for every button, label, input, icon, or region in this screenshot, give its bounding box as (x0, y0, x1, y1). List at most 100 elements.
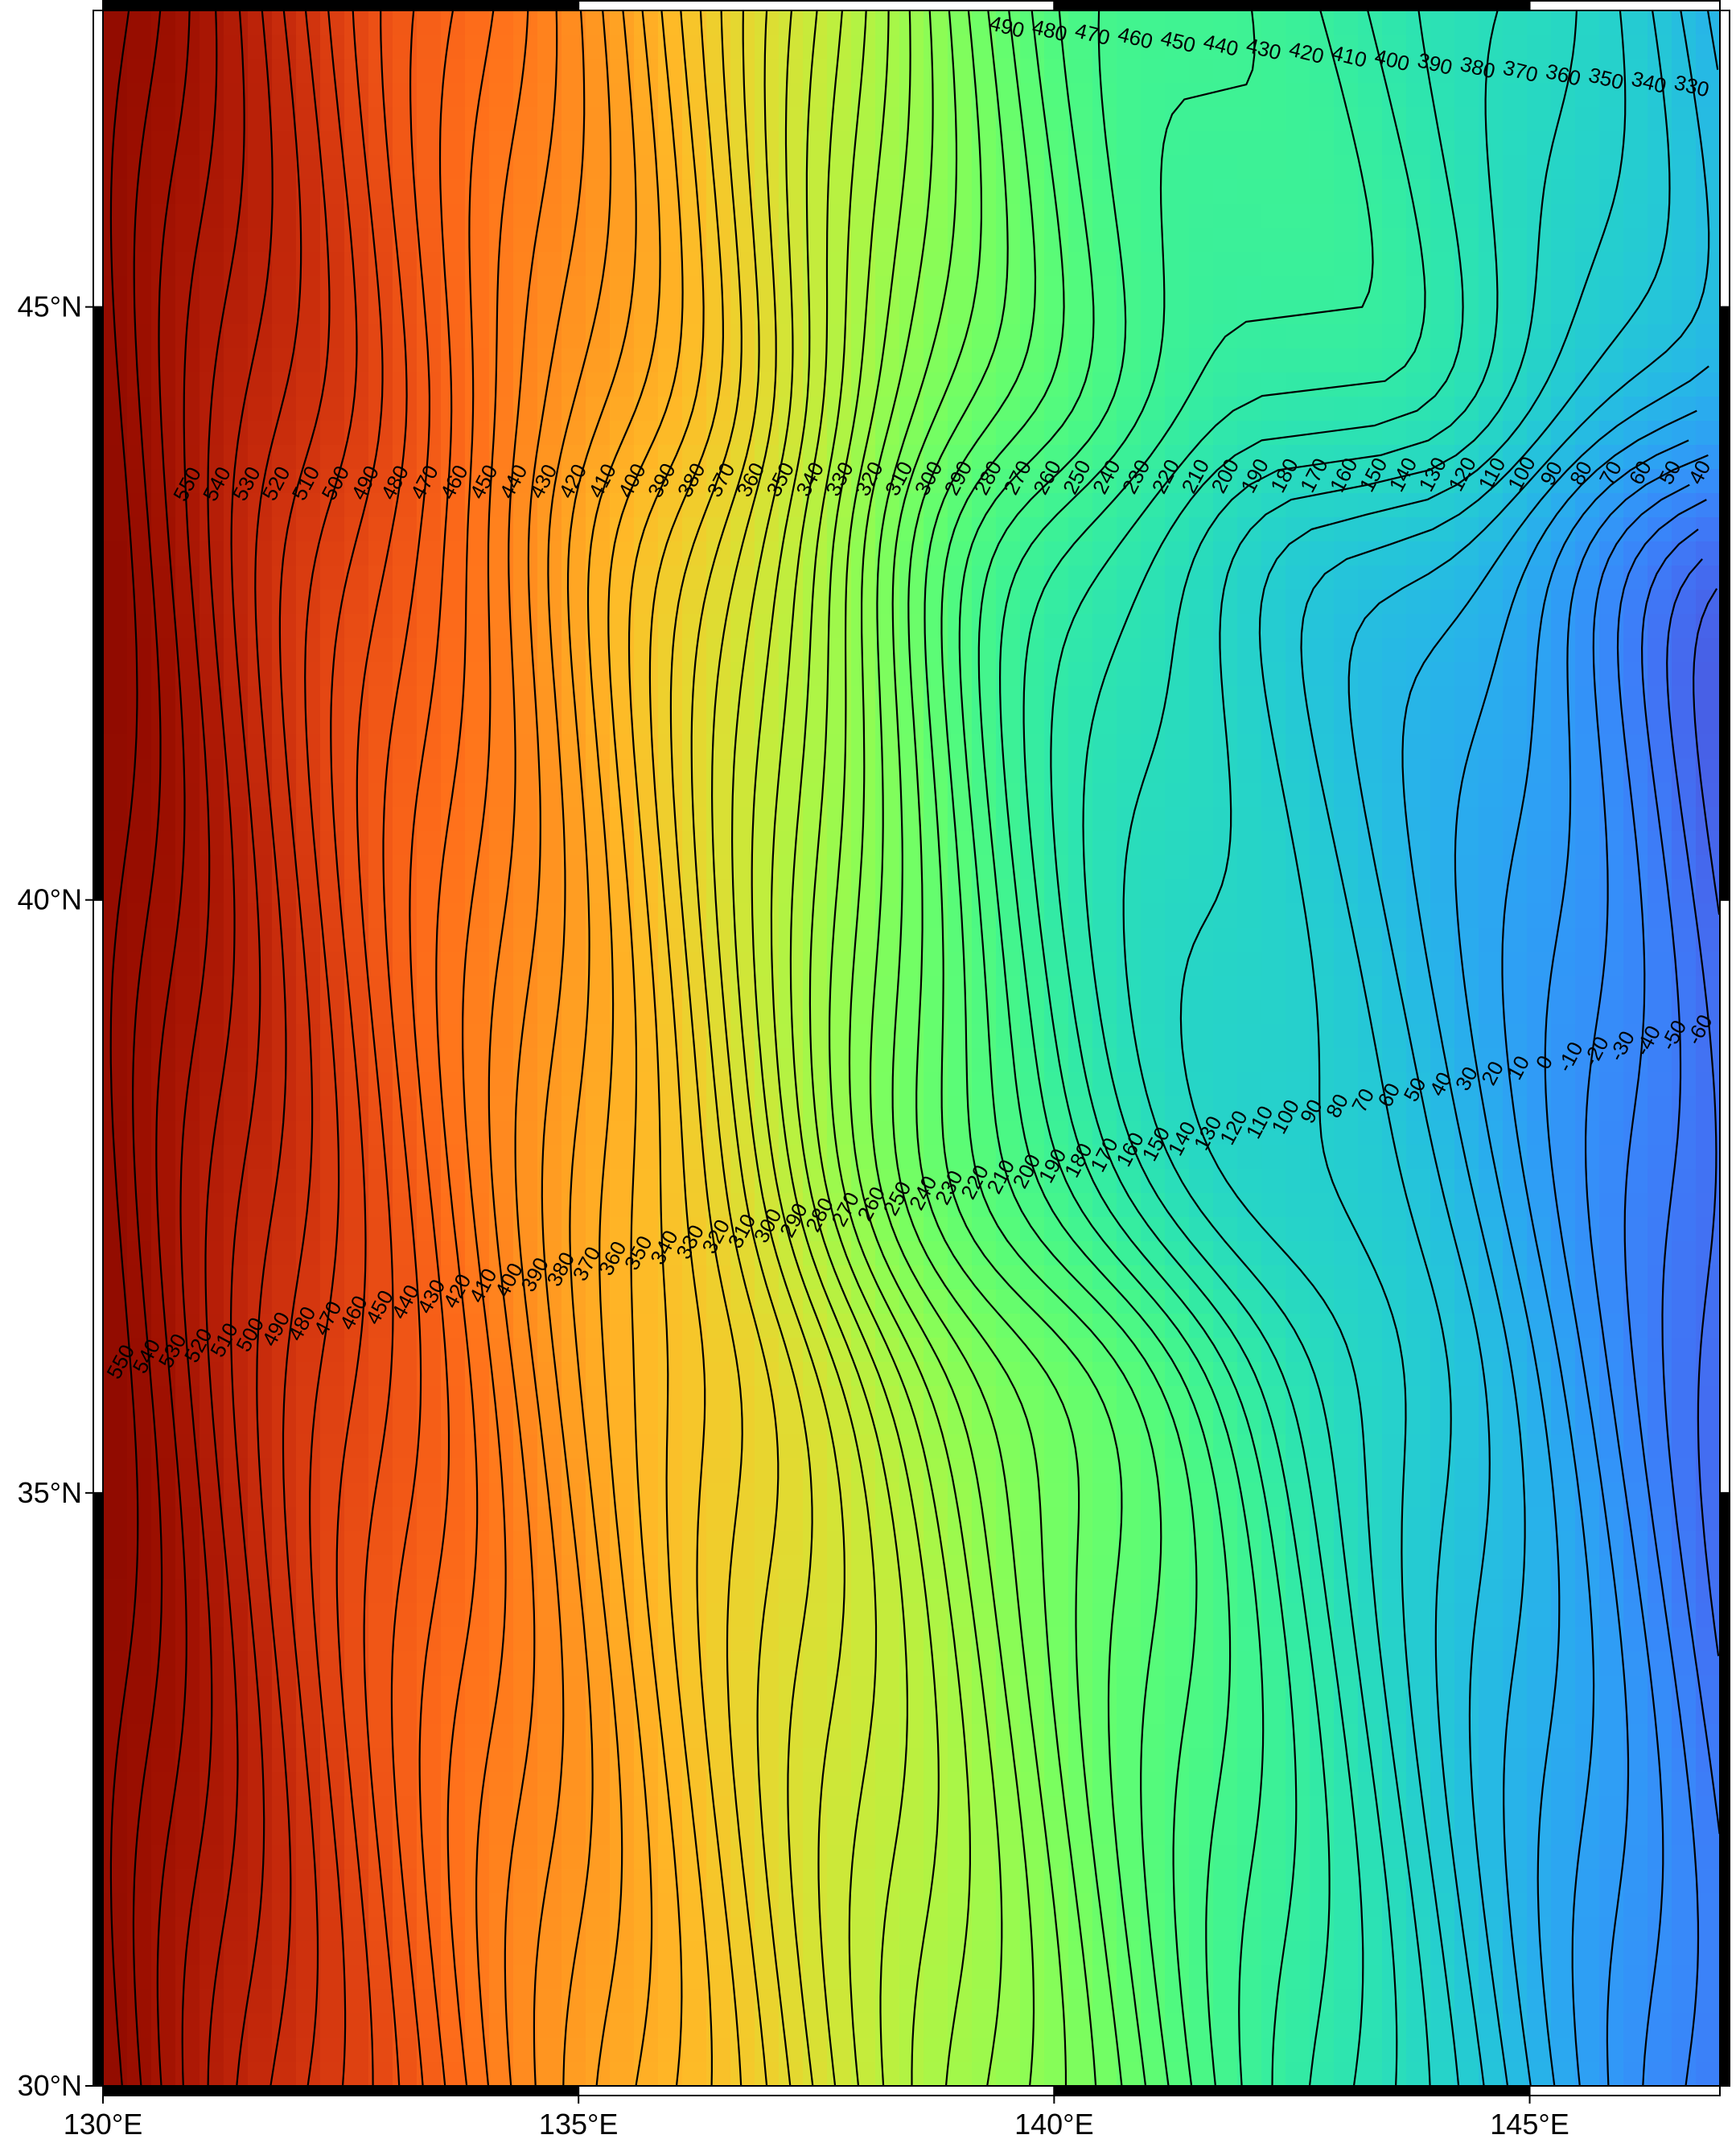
field-cell (151, 1483, 176, 1508)
field-cell (851, 517, 876, 542)
field-cell (1430, 590, 1455, 615)
field-cell (344, 1796, 369, 1821)
field-cell (1599, 1096, 1624, 1121)
field-cell (634, 228, 659, 253)
field-cell (151, 300, 176, 325)
field-cell (537, 831, 562, 856)
field-cell (1310, 662, 1335, 687)
field-cell (175, 976, 200, 1001)
field-cell (320, 1145, 345, 1170)
field-cell (996, 1048, 1021, 1073)
field-cell (513, 855, 538, 880)
field-cell (658, 252, 683, 277)
field-cell (1092, 300, 1117, 325)
field-cell (586, 1483, 611, 1508)
field-cell (1044, 1434, 1069, 1459)
field-cell (489, 1772, 514, 1797)
field-cell (489, 686, 514, 711)
field-cell (272, 107, 297, 132)
field-cell (634, 300, 659, 325)
field-cell (634, 1145, 659, 1170)
field-cell (1334, 1772, 1359, 1797)
field-cell (851, 1048, 876, 1073)
field-cell (682, 179, 707, 204)
field-cell (1382, 855, 1407, 880)
field-cell (513, 1145, 538, 1170)
field-cell (224, 35, 249, 60)
field-cell (827, 204, 852, 228)
field-cell (924, 1048, 948, 1073)
field-cell (972, 638, 997, 663)
field-cell (1117, 928, 1142, 952)
field-cell (1092, 469, 1117, 494)
field-cell (393, 710, 418, 735)
field-cell (1575, 1458, 1600, 1483)
field-cell (1261, 1121, 1286, 1146)
field-cell (924, 179, 948, 204)
field-cell (682, 1410, 707, 1435)
field-cell (1672, 397, 1697, 422)
field-cell (851, 614, 876, 639)
field-cell (924, 1483, 948, 1508)
field-cell (151, 1579, 176, 1604)
field-cell (1237, 710, 1262, 735)
field-cell (200, 1241, 224, 1266)
field-cell (1213, 517, 1238, 542)
field-cell (1479, 855, 1504, 880)
field-cell (127, 855, 152, 880)
field-cell (151, 1772, 176, 1797)
field-cell (1454, 10, 1479, 35)
field-cell (103, 131, 128, 156)
field-cell (441, 107, 466, 132)
field-cell (1213, 35, 1238, 60)
field-cell (1358, 1145, 1383, 1170)
field-cell (1599, 59, 1624, 84)
field-cell (537, 107, 562, 132)
field-cell (1672, 1121, 1697, 1146)
field-cell (296, 1362, 321, 1387)
field-cell (1286, 614, 1310, 639)
field-cell (1696, 783, 1720, 808)
field-cell (1044, 107, 1069, 132)
field-cell (175, 1096, 200, 1121)
field-cell (1117, 372, 1142, 397)
field-cell (1454, 1386, 1479, 1411)
field-cell (1672, 1434, 1697, 1459)
field-cell (537, 903, 562, 928)
field-cell (1406, 1627, 1431, 1652)
field-cell (1358, 734, 1383, 759)
field-cell (1286, 566, 1310, 590)
field-cell (417, 734, 442, 759)
field-cell (875, 1700, 900, 1725)
field-cell (899, 1072, 924, 1097)
field-cell (562, 734, 586, 759)
field-cell (368, 1531, 393, 1556)
field-cell (1044, 1193, 1069, 1218)
field-cell (1527, 1700, 1552, 1725)
field-cell (103, 952, 128, 977)
field-cell (175, 807, 200, 832)
field-cell (1358, 928, 1383, 952)
field-cell (1382, 155, 1407, 180)
field-cell (1189, 1676, 1214, 1701)
field-cell (537, 155, 562, 180)
field-cell (1117, 1314, 1142, 1339)
field-cell (248, 421, 273, 446)
field-cell (1310, 590, 1335, 615)
field-cell (224, 590, 249, 615)
field-cell (948, 1072, 973, 1097)
field-cell (513, 1096, 538, 1121)
field-cell (779, 107, 804, 132)
field-cell (272, 276, 297, 301)
field-cell (1479, 807, 1504, 832)
field-cell (103, 759, 128, 784)
field-cell (899, 1724, 924, 1749)
field-cell (562, 1651, 586, 1676)
field-cell (1382, 1217, 1407, 1242)
field-cell (658, 1772, 683, 1797)
field-cell (1020, 1000, 1045, 1025)
field-cell (1286, 1338, 1310, 1363)
field-cell (1189, 638, 1214, 663)
field-cell (1430, 1700, 1455, 1725)
field-cell (513, 638, 538, 663)
